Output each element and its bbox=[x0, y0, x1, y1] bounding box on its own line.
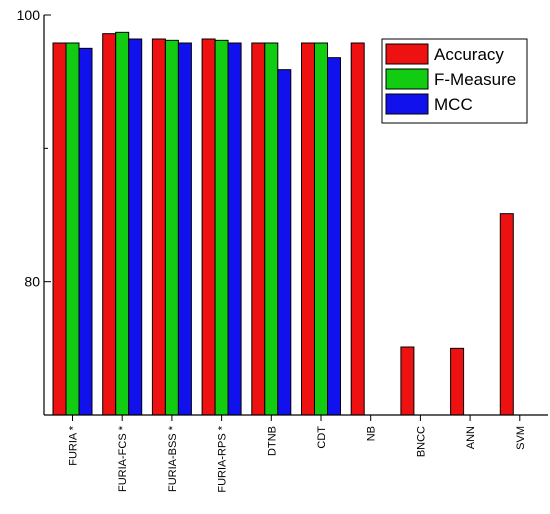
legend-swatch-1 bbox=[385, 68, 429, 90]
bar-f-measure-2 bbox=[164, 39, 179, 416]
bar-f-measure-3 bbox=[214, 39, 229, 416]
x-tick-label-6: NB bbox=[366, 426, 378, 441]
bar-mcc-1 bbox=[128, 38, 143, 416]
bar-accuracy-6 bbox=[350, 42, 365, 416]
bar-mcc-0 bbox=[78, 47, 93, 416]
x-tick-label-0: FURIA * bbox=[68, 425, 80, 465]
bar-mcc-3 bbox=[227, 42, 242, 416]
bar-accuracy-7 bbox=[400, 346, 415, 416]
bar-mcc-2 bbox=[177, 42, 192, 416]
x-tick-label-3: FURIA-RPS * bbox=[217, 425, 229, 492]
bar-accuracy-0 bbox=[52, 42, 67, 416]
bar-accuracy-3 bbox=[201, 38, 216, 416]
bar-accuracy-5 bbox=[301, 42, 315, 416]
legend-swatch-2 bbox=[385, 93, 429, 115]
legend-swatch-0 bbox=[385, 43, 429, 65]
bar-f-measure-1 bbox=[115, 31, 130, 416]
x-tick-label-7: BNCC bbox=[415, 426, 427, 457]
bar-accuracy-1 bbox=[102, 33, 117, 416]
legend-label-0: Accuracy bbox=[434, 45, 504, 64]
y-tick-label-0: 100 bbox=[17, 7, 41, 23]
axes-layer: 100 80 FURIA * FURIA-FCS * FURIA-BSS * FURIA-… bbox=[17, 7, 548, 493]
legend: Accuracy F-Measure MCC bbox=[381, 38, 528, 124]
x-tick-label-5: CDT bbox=[316, 426, 328, 449]
x-tick-label-8: ANN bbox=[465, 426, 477, 449]
bars-layer bbox=[52, 31, 514, 416]
bar-accuracy-4 bbox=[251, 42, 266, 416]
bar-mcc-5 bbox=[327, 57, 341, 416]
bar-f-measure-4 bbox=[264, 42, 279, 416]
x-tick-label-9: SVM bbox=[515, 426, 527, 450]
y-tick-label-1: 80 bbox=[24, 274, 40, 290]
bar-accuracy-8 bbox=[450, 347, 465, 416]
x-tick-label-1: FURIA-FCS * bbox=[117, 425, 129, 492]
legend-label-1: F-Measure bbox=[434, 70, 516, 89]
legend-label-2: MCC bbox=[434, 95, 473, 114]
x-tick-label-4: DTNB bbox=[266, 426, 278, 456]
bar-f-measure-5 bbox=[314, 42, 328, 416]
bar-accuracy-2 bbox=[151, 38, 166, 416]
bar-f-measure-0 bbox=[65, 42, 80, 416]
x-tick-label-2: FURIA-BSS * bbox=[167, 425, 179, 492]
bar-accuracy-9 bbox=[499, 213, 514, 416]
bar-mcc-4 bbox=[277, 69, 292, 416]
